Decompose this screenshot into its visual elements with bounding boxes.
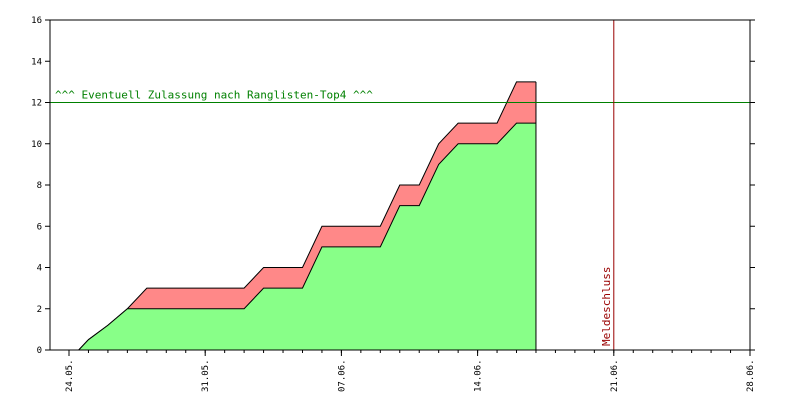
series-line (78, 122, 536, 351)
series-area (78, 123, 536, 350)
y-tick-label: 0 (37, 346, 42, 356)
x-tick-label: 21.06. (610, 359, 620, 392)
x-tick-label: 31.05. (201, 359, 211, 392)
y-tick-label: 4 (37, 264, 42, 274)
area-layer (78, 81, 537, 351)
plot-frame (49, 19, 751, 351)
axis-layer: 0 2 4 6 8 10 12 14 16 24.05. 31.05. 07.06. 14.06. 21.… (31, 16, 756, 392)
y-tick-label: 12 (31, 99, 42, 109)
y-tick-label: 2 (37, 305, 42, 315)
y-tick-label: 16 (31, 16, 42, 26)
x-tick-label: 28.06. (746, 359, 756, 392)
y-tick-label: 14 (31, 57, 42, 67)
x-tick-label: 14.06. (474, 359, 484, 392)
y-tick-label: 8 (37, 181, 42, 191)
y-tick-label: 10 (31, 140, 42, 150)
x-tick-label: 24.05. (65, 359, 75, 392)
x-tick-label: 07.06. (337, 359, 347, 392)
y-tick-label: 6 (37, 222, 42, 232)
threshold-label: ^^^ Eventuell Zulassung nach Ranglisten-… (55, 89, 373, 102)
deadline-label: Meldeschluss (600, 267, 613, 346)
